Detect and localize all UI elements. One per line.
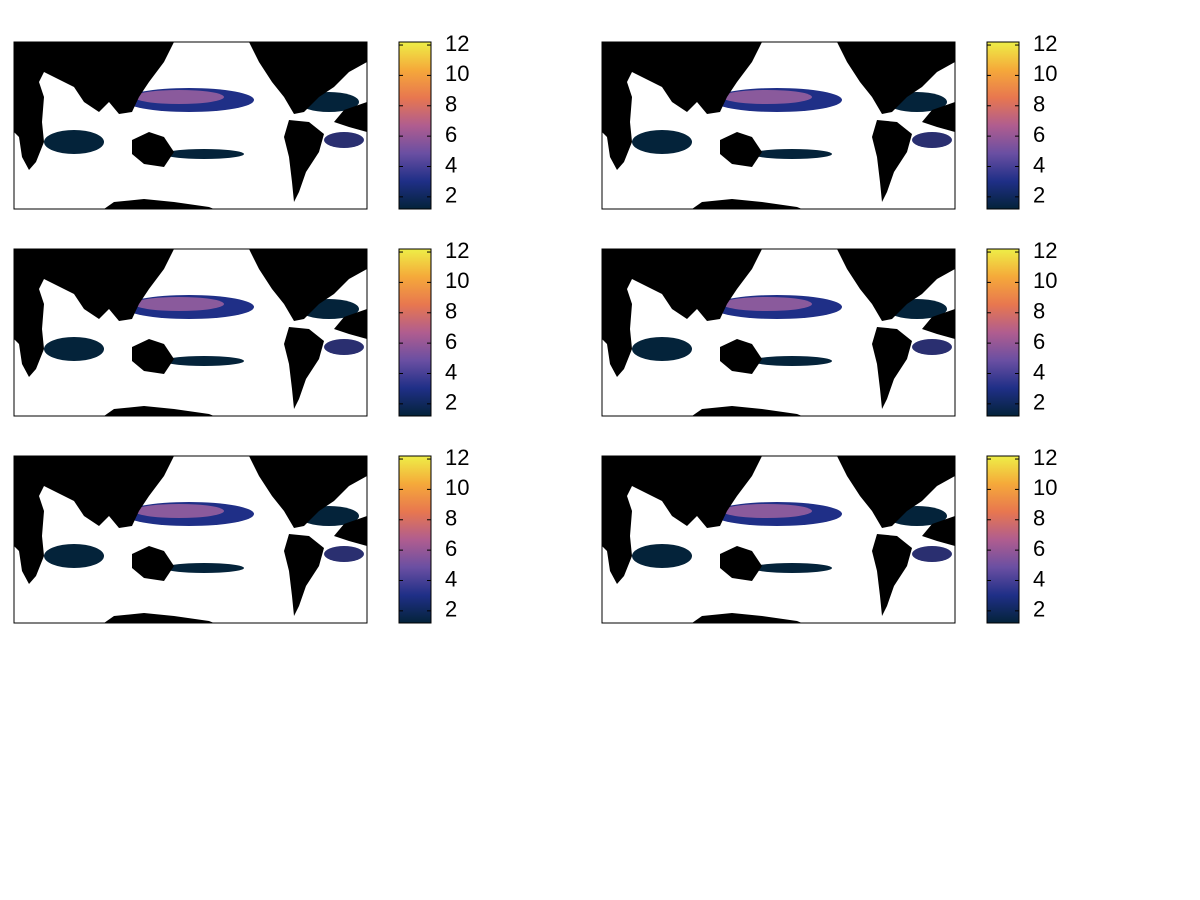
map-panel — [601, 455, 956, 624]
colorbar-tick-label: 6 — [1033, 122, 1045, 147]
colorbar-tick-label: 2 — [445, 183, 457, 208]
map-frame — [601, 248, 956, 417]
colorbar-tick-label: 10 — [445, 475, 469, 500]
colorbar-tick-label: 12 — [445, 31, 469, 56]
colorbar-tick-label: 2 — [1033, 183, 1045, 208]
map-frame — [601, 41, 956, 210]
map-frame — [13, 248, 368, 417]
colorbar-tick-label: 2 — [1033, 390, 1045, 415]
colorbar — [398, 455, 432, 624]
colorbar-tick-label: 4 — [1033, 566, 1045, 591]
map-panel — [13, 248, 368, 417]
colorbar-tick-label: 4 — [445, 152, 457, 177]
map-frame — [601, 455, 956, 624]
colorbar — [398, 248, 432, 417]
colorbar-tick-label: 8 — [1033, 92, 1045, 117]
colorbar-tick-label: 2 — [1033, 597, 1045, 622]
colorbar-tick-label: 6 — [1033, 329, 1045, 354]
colorbar — [986, 41, 1020, 210]
colorbar-tick-label: 12 — [1033, 238, 1057, 263]
colorbar-tick-label: 10 — [1033, 268, 1057, 293]
colorbar-tick-label: 12 — [1033, 31, 1057, 56]
colorbar — [986, 248, 1020, 417]
colorbar-tick-label: 8 — [1033, 299, 1045, 324]
colorbar-tick-label: 4 — [1033, 152, 1045, 177]
map-panel — [13, 455, 368, 624]
map-frame — [13, 455, 368, 624]
colorbar-tick-label: 2 — [445, 597, 457, 622]
colorbar — [398, 41, 432, 210]
colorbar — [986, 455, 1020, 624]
map-panel — [13, 41, 368, 210]
colorbar-tick-label: 6 — [1033, 536, 1045, 561]
colorbar-tick-label: 8 — [1033, 506, 1045, 531]
colorbar-tick-label: 8 — [445, 92, 457, 117]
colorbar-tick-label: 10 — [445, 268, 469, 293]
colorbar-tick-label: 10 — [1033, 61, 1057, 86]
map-frame — [13, 41, 368, 210]
colorbar-tick-label: 12 — [445, 238, 469, 263]
map-panel — [601, 41, 956, 210]
colorbar-tick-label: 6 — [445, 122, 457, 147]
colorbar-tick-label: 12 — [1033, 445, 1057, 470]
colorbar-tick-label: 6 — [445, 329, 457, 354]
map-panel — [601, 248, 956, 417]
colorbar-tick-label: 6 — [445, 536, 457, 561]
colorbar-tick-label: 10 — [445, 61, 469, 86]
colorbar-tick-label: 10 — [1033, 475, 1057, 500]
colorbar-tick-label: 4 — [1033, 359, 1045, 384]
colorbar-tick-label: 12 — [445, 445, 469, 470]
colorbar-tick-label: 8 — [445, 506, 457, 531]
colorbar-tick-label: 8 — [445, 299, 457, 324]
colorbar-tick-label: 2 — [445, 390, 457, 415]
colorbar-tick-label: 4 — [445, 566, 457, 591]
colorbar-tick-label: 4 — [445, 359, 457, 384]
